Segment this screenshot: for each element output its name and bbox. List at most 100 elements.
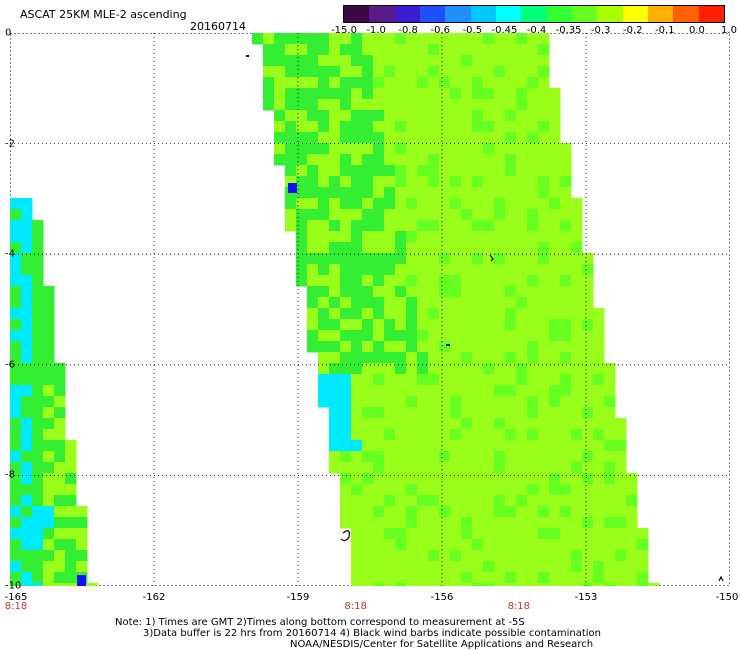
swath-cell [582,572,594,584]
swath-cell [32,231,44,243]
swath-cell [395,88,407,100]
swath-cell [406,396,418,408]
swath-cell [307,132,319,144]
swath-cell [538,165,550,177]
swath-cell [571,198,583,210]
swath-cell [450,220,462,232]
swath-cell [593,319,605,331]
swath-cell [384,275,396,287]
swath-cell [604,451,616,463]
swath-cell [32,528,44,540]
swath-cell [384,550,396,562]
swath-cell [274,88,286,100]
colorbar-segment [521,6,547,22]
swath-cell [373,220,385,232]
swath-cell [373,308,385,320]
swath-cell [10,583,22,586]
swath-cell [362,572,374,584]
swath-cell [549,517,561,529]
swath-cell [494,99,506,111]
swath-cell [483,33,495,45]
swath-cell [505,561,517,573]
swath-cell [450,143,462,155]
swath-cell [318,253,330,265]
swath-cell [450,440,462,452]
swath-cell [340,451,352,463]
swath-cell [461,495,473,507]
swath-cell [417,264,429,276]
swath-cell [406,66,418,78]
swath-cell [54,528,66,540]
swath-cell [505,484,517,496]
swath-cell [450,264,462,276]
swath-cell [384,209,396,221]
swath-cell [483,396,495,408]
swath-cell [340,275,352,287]
swath-cell [472,539,484,551]
swath-cell [428,154,440,166]
colorbar-label: -0.1 [655,25,675,36]
swath-cell [351,451,363,463]
swath-cell [296,275,308,287]
swath-cell [560,385,572,397]
swath-cell [483,176,495,188]
swath-cell [417,517,429,529]
swath-cell [571,418,583,430]
swath-cell [274,66,286,78]
swath-cell [329,319,341,331]
swath-cell [439,363,451,375]
swath-cell [362,220,374,232]
swath-cell [417,231,429,243]
swath-cell [362,121,374,133]
swath-cell [318,319,330,331]
swath-cell [417,561,429,573]
swath-cell [549,352,561,364]
swath-cell [571,407,583,419]
swath-cell [516,99,528,111]
swath-cell [472,418,484,430]
swath-cell [538,517,550,529]
swath-cell [428,209,440,221]
swath-cell [395,429,407,441]
swath-cell [395,165,407,177]
swath-cell [516,308,528,320]
swath-cell [505,473,517,485]
swath-cell [450,187,462,199]
swath-cell [351,495,363,507]
swath-cell [472,341,484,353]
swath-cell [21,286,33,298]
swath-cell [406,572,418,584]
swath-cell [43,484,55,496]
swath-cell [43,297,55,309]
map-title: ASCAT 25KM MLE-2 ascending [20,8,187,21]
swath-cell [351,385,363,397]
swath-cell [549,528,561,540]
swath-cell [10,473,22,485]
swath-cell [428,572,440,584]
swath-cell [549,88,561,100]
swath-cell [417,528,429,540]
swath-cell [505,451,517,463]
swath-cell [549,308,561,320]
swath-cell [10,264,22,276]
swath-cell [560,550,572,562]
swath-cell [494,264,506,276]
swath-cell [373,528,385,540]
swath-cell [483,462,495,474]
swath-cell [307,275,319,287]
swath-cell [494,341,506,353]
swath-cell [329,99,341,111]
swath-cell [549,583,561,586]
swath-cell [461,506,473,518]
swath-cell [450,330,462,342]
swath-cell [43,462,55,474]
swath-cell [604,374,616,386]
swath-cell [483,242,495,254]
swath-cell [538,440,550,452]
swath-cell [527,451,539,463]
swath-cell [472,132,484,144]
swath-cell [384,264,396,276]
swath-cell [472,121,484,133]
swath-cell [593,583,605,586]
swath-cell [626,528,638,540]
